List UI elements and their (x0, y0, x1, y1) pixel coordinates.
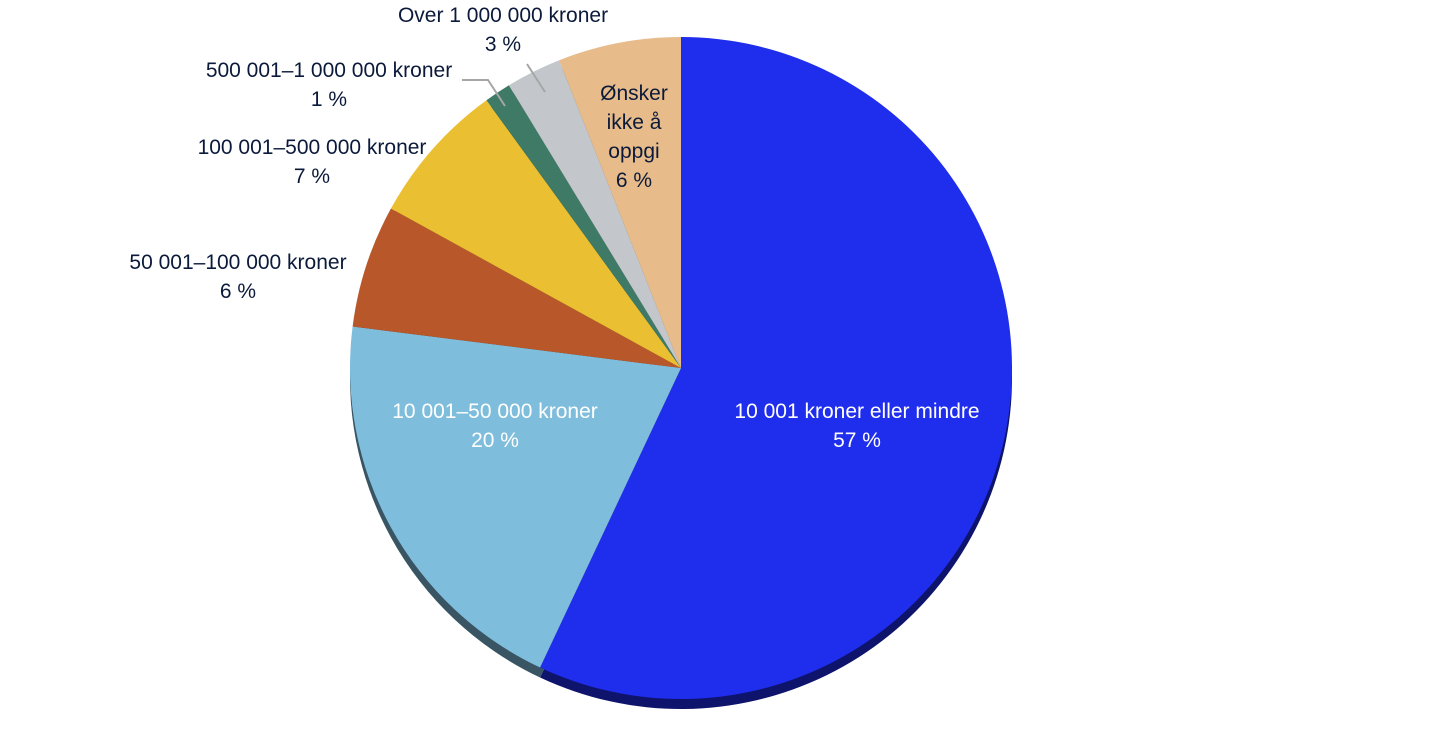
slice-name: oppgi (608, 140, 659, 163)
pie-slices (350, 37, 1012, 699)
slice-100-001-500-000-kroner (390, 100, 681, 368)
slice-name: 10 001–50 000 kroner (392, 400, 598, 423)
slice-percent: 57 % (833, 429, 881, 452)
slice-500-001-1-000-000-kroner (486, 85, 681, 369)
slice-percent: 6 % (220, 280, 256, 303)
slice-over-1-000-000-kroner (508, 60, 681, 368)
leader-lines (462, 63, 546, 107)
slice-name: Ønsker (600, 82, 668, 105)
slice-label-over-1-000-000-kroner: Over 1 000 000 kroner 3 % (398, 4, 608, 56)
slice-name: 50 001–100 000 kroner (129, 251, 346, 274)
leader-line-500-001-1-000-000-kroner (462, 79, 506, 107)
slice-50-001-100-000-kroner (352, 208, 681, 368)
slice-percent: 6 % (616, 169, 652, 192)
slice-10-001-kroner-eller-mindre (540, 37, 1012, 699)
leader-line-over-1-000-000-kroner (526, 63, 546, 93)
slice-percent: 7 % (294, 165, 330, 188)
slice-name: Over 1 000 000 kroner (398, 4, 608, 27)
slice-percent: 20 % (471, 429, 519, 452)
slice-label-100-001-500-000-kroner: 100 001–500 000 kroner 7 % (198, 136, 427, 188)
slice-label-10-001-50-000-kroner: 10 001–50 000 kroner 20 % (392, 400, 598, 452)
slice-label-50-001-100-000-kroner: 50 001–100 000 kroner 6 % (129, 251, 346, 303)
slice-name: 500 001–1 000 000 kroner (206, 59, 452, 82)
slice-ønsker-ikke-oppgi (559, 37, 681, 368)
slice-name: 10 001 kroner eller mindre (734, 400, 979, 423)
slice-percent: 1 % (311, 88, 347, 111)
slice-name: ikke å (607, 111, 662, 134)
slice-labels: 10 001 kroner eller mindre 57 % 10 001–50 … (129, 4, 979, 452)
slice-label-10-001-kroner-eller-mindre: 10 001 kroner eller mindre 57 % (734, 400, 979, 452)
slice-10-001-50-000-kroner (350, 326, 681, 668)
slice-label-500-001-1-000-000-kroner: 500 001–1 000 000 kroner 1 % (206, 59, 452, 111)
slice-name: 100 001–500 000 kroner (198, 136, 427, 159)
slice-percent: 3 % (485, 33, 521, 56)
slice-label-ønsker-ikke-oppgi: Ønsker ikke å oppgi 6 % (600, 82, 668, 192)
